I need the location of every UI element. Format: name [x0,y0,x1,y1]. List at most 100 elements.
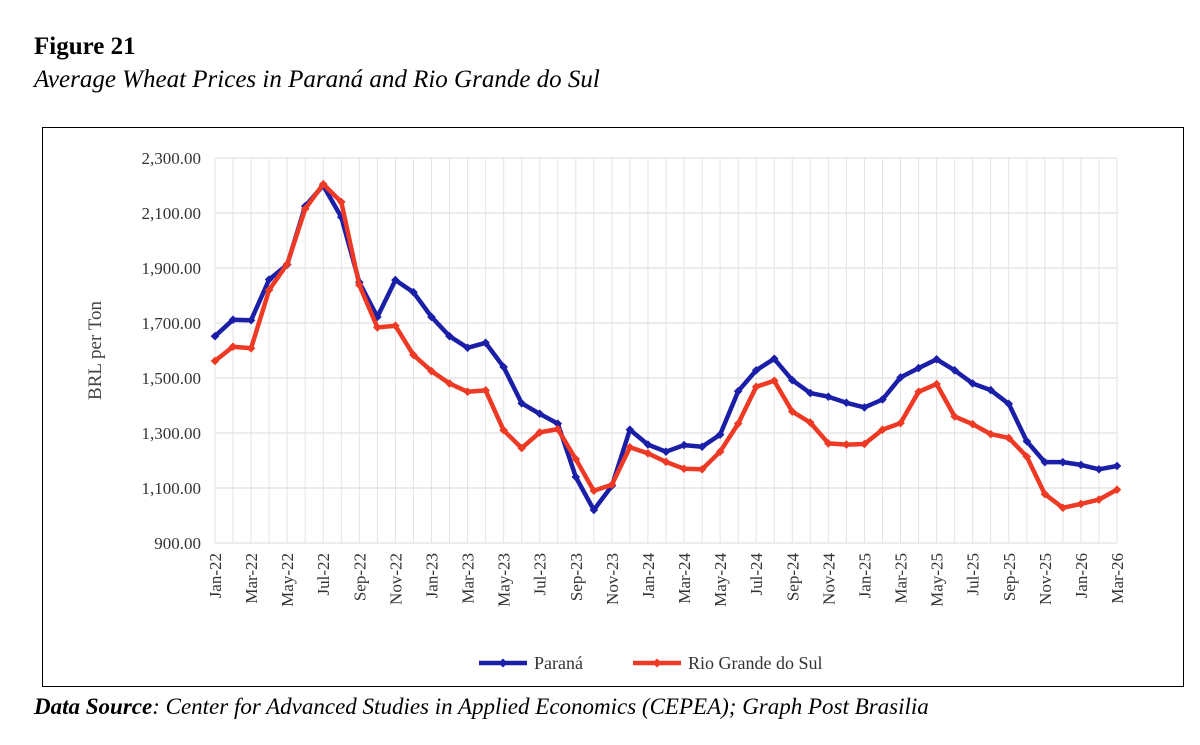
data-point [517,398,526,408]
data-point [391,321,400,331]
x-tick-label: Sep-24 [783,553,802,602]
x-tick-label: Jul-22 [314,553,333,596]
x-tick-label: May-23 [495,553,514,607]
data-point [409,350,418,360]
data-point [282,259,292,269]
data-point [986,385,996,395]
data-point [932,379,941,389]
data-point [787,375,797,385]
data-point [661,447,671,457]
data-point [860,439,869,449]
data-point [535,428,545,437]
data-point [896,418,905,428]
data-point [445,331,454,341]
y-axis-ticks: 900.00 1,100.00 1,300.00 1,500.00 1,700.00 1,… [142,149,202,553]
data-point [210,356,220,366]
data-point [625,442,635,452]
data-point [409,287,418,297]
data-point [824,392,833,402]
x-tick-label: Nov-23 [603,553,622,605]
data-point [878,395,887,404]
y-tick-label: 2,300.00 [142,149,202,168]
data-point [1022,452,1032,461]
data-point [481,338,490,348]
data-point [1094,464,1104,474]
data-point [1058,503,1068,513]
data-point [336,197,346,207]
x-tick-label: Nov-24 [819,553,838,605]
y-axis-label: BRL per Ton [85,301,106,400]
y-tick-label: 1,900.00 [142,259,202,278]
x-tick-label: Mar-22 [242,553,261,604]
data-point [210,331,220,341]
data-point [679,464,689,474]
data-point [1004,399,1014,409]
data-point [842,440,851,449]
x-tick-label: May-25 [928,553,947,607]
data-point [715,430,725,439]
data-point [535,409,545,419]
data-point [1112,461,1122,471]
x-tick-label: Jul-24 [747,553,766,596]
data-point [661,457,671,467]
data-source-note: Data Source: Center for Advanced Studies… [34,694,929,720]
x-tick-label: Jan-24 [639,553,658,599]
legend-entry-label: Rio Grande do Sul [688,653,823,673]
y-tick-label: 1,100.00 [142,479,202,498]
data-point [1022,436,1032,446]
data-point [715,447,725,457]
data-point [986,429,996,439]
data-point [769,354,779,364]
grid-lines [214,157,1118,544]
data-point [787,407,797,416]
data-point [318,179,328,189]
x-tick-label: Mar-25 [892,553,911,604]
data-point [1094,495,1104,504]
data-point [1076,499,1086,509]
data-point [842,398,851,408]
data-point [806,388,815,398]
data-point [914,387,923,397]
data-point [679,440,689,450]
data-point [499,362,508,372]
series-group [210,179,1122,515]
x-tick-label: Nov-22 [386,553,405,605]
data-point [824,439,833,448]
legend-swatch-marker [498,658,508,668]
legend: Paraná Rio Grande do Sul [479,653,823,673]
data-point [607,480,617,490]
data-point [264,275,274,284]
data-point [1058,457,1068,467]
data-point [391,275,400,285]
x-tick-label: May-24 [711,553,730,607]
data-point [643,449,653,458]
data-point [481,386,490,395]
x-tick-label: Mar-24 [675,553,694,604]
data-point [625,425,635,435]
data-point [968,379,977,388]
data-point [246,315,256,325]
data-point [445,379,454,388]
data-point [228,342,238,351]
data-point [896,373,905,382]
x-tick-label: Jan-26 [1072,553,1091,598]
y-tick-label: 2,100.00 [142,204,202,223]
data-point [643,440,653,449]
data-point [1112,485,1122,494]
data-point [1076,460,1086,470]
data-point [1040,489,1050,499]
legend-swatch-marker [652,658,662,668]
data-point [589,505,599,515]
data-point [228,315,238,325]
figure-title: Average Wheat Prices in Paraná and Rio G… [34,66,600,93]
x-tick-label: Sep-25 [1000,553,1019,601]
data-point [427,366,436,376]
data-point [589,486,599,496]
data-source-text: : Center for Advanced Studies in Applied… [152,694,929,719]
data-point [553,424,563,434]
data-point [751,365,761,375]
y-tick-label: 1,700.00 [142,314,202,333]
data-point [373,323,382,332]
data-point [517,443,526,453]
legend-entry-label: Paraná [534,653,583,673]
